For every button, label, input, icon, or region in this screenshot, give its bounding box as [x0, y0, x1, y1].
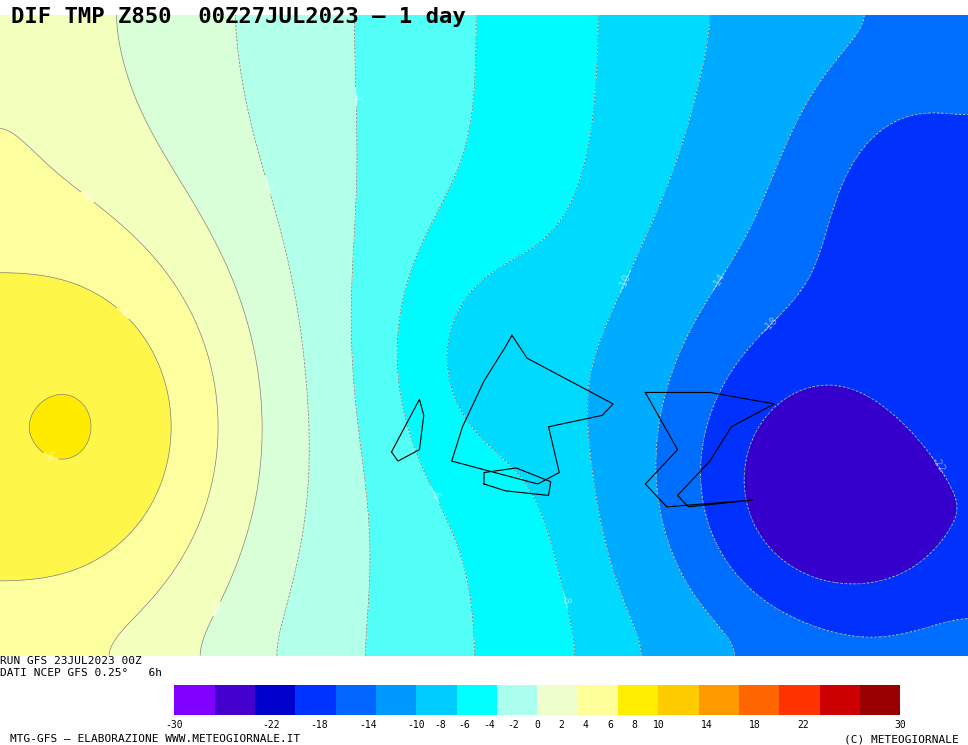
- Text: -22: -22: [929, 456, 947, 475]
- FancyBboxPatch shape: [174, 685, 215, 715]
- Text: -4: -4: [350, 92, 361, 102]
- Text: 6: 6: [45, 451, 55, 463]
- Text: 18: 18: [749, 720, 761, 729]
- Text: 2: 2: [559, 720, 564, 729]
- FancyBboxPatch shape: [658, 685, 699, 715]
- Text: -2: -2: [261, 179, 274, 191]
- FancyBboxPatch shape: [699, 685, 739, 715]
- Text: -2: -2: [507, 720, 519, 729]
- Text: -4: -4: [483, 720, 495, 729]
- Text: 6: 6: [607, 720, 613, 729]
- FancyBboxPatch shape: [537, 685, 578, 715]
- Text: 10: 10: [652, 720, 664, 729]
- FancyBboxPatch shape: [215, 685, 255, 715]
- Text: 14: 14: [701, 720, 712, 729]
- Text: 4: 4: [583, 720, 589, 729]
- FancyBboxPatch shape: [779, 685, 820, 715]
- Text: 22: 22: [798, 720, 809, 729]
- FancyBboxPatch shape: [336, 685, 376, 715]
- Text: 8: 8: [631, 720, 637, 729]
- FancyBboxPatch shape: [820, 685, 860, 715]
- FancyBboxPatch shape: [376, 685, 416, 715]
- Text: 0: 0: [211, 604, 223, 614]
- Text: MTG-GFS – ELABORAZIONE WWW.METEOGIORNALE.IT: MTG-GFS – ELABORAZIONE WWW.METEOGIORNALE…: [10, 735, 300, 744]
- Text: -8: -8: [435, 720, 446, 729]
- Text: -10: -10: [618, 272, 633, 291]
- Text: DATI NCEP GFS 0.25°   6h: DATI NCEP GFS 0.25° 6h: [0, 668, 162, 678]
- Text: DIF TMP Z850  00Z27JUL2023 – 1 day: DIF TMP Z850 00Z27JUL2023 – 1 day: [11, 7, 466, 27]
- FancyBboxPatch shape: [739, 685, 779, 715]
- FancyBboxPatch shape: [255, 685, 295, 715]
- Text: -30: -30: [166, 720, 183, 729]
- Text: -18: -18: [762, 315, 779, 334]
- Text: 2: 2: [82, 191, 93, 203]
- Text: -14: -14: [359, 720, 377, 729]
- Text: -18: -18: [311, 720, 328, 729]
- FancyBboxPatch shape: [416, 685, 457, 715]
- Text: 4: 4: [117, 308, 129, 319]
- Text: -6: -6: [459, 720, 470, 729]
- FancyBboxPatch shape: [497, 685, 537, 715]
- FancyBboxPatch shape: [860, 685, 900, 715]
- FancyBboxPatch shape: [578, 685, 618, 715]
- Text: 0: 0: [534, 720, 540, 729]
- Text: -22: -22: [262, 720, 280, 729]
- Text: 30: 30: [894, 720, 906, 729]
- Text: (C) METEOGIORNALE: (C) METEOGIORNALE: [843, 735, 958, 744]
- FancyBboxPatch shape: [618, 685, 658, 715]
- Text: RUN GFS 23JUL2023 00Z: RUN GFS 23JUL2023 00Z: [0, 656, 141, 665]
- Text: -10: -10: [408, 720, 425, 729]
- FancyBboxPatch shape: [295, 685, 336, 715]
- Text: -6: -6: [429, 488, 441, 501]
- Text: -8: -8: [560, 595, 571, 606]
- Text: -14: -14: [711, 272, 728, 291]
- FancyBboxPatch shape: [457, 685, 497, 715]
